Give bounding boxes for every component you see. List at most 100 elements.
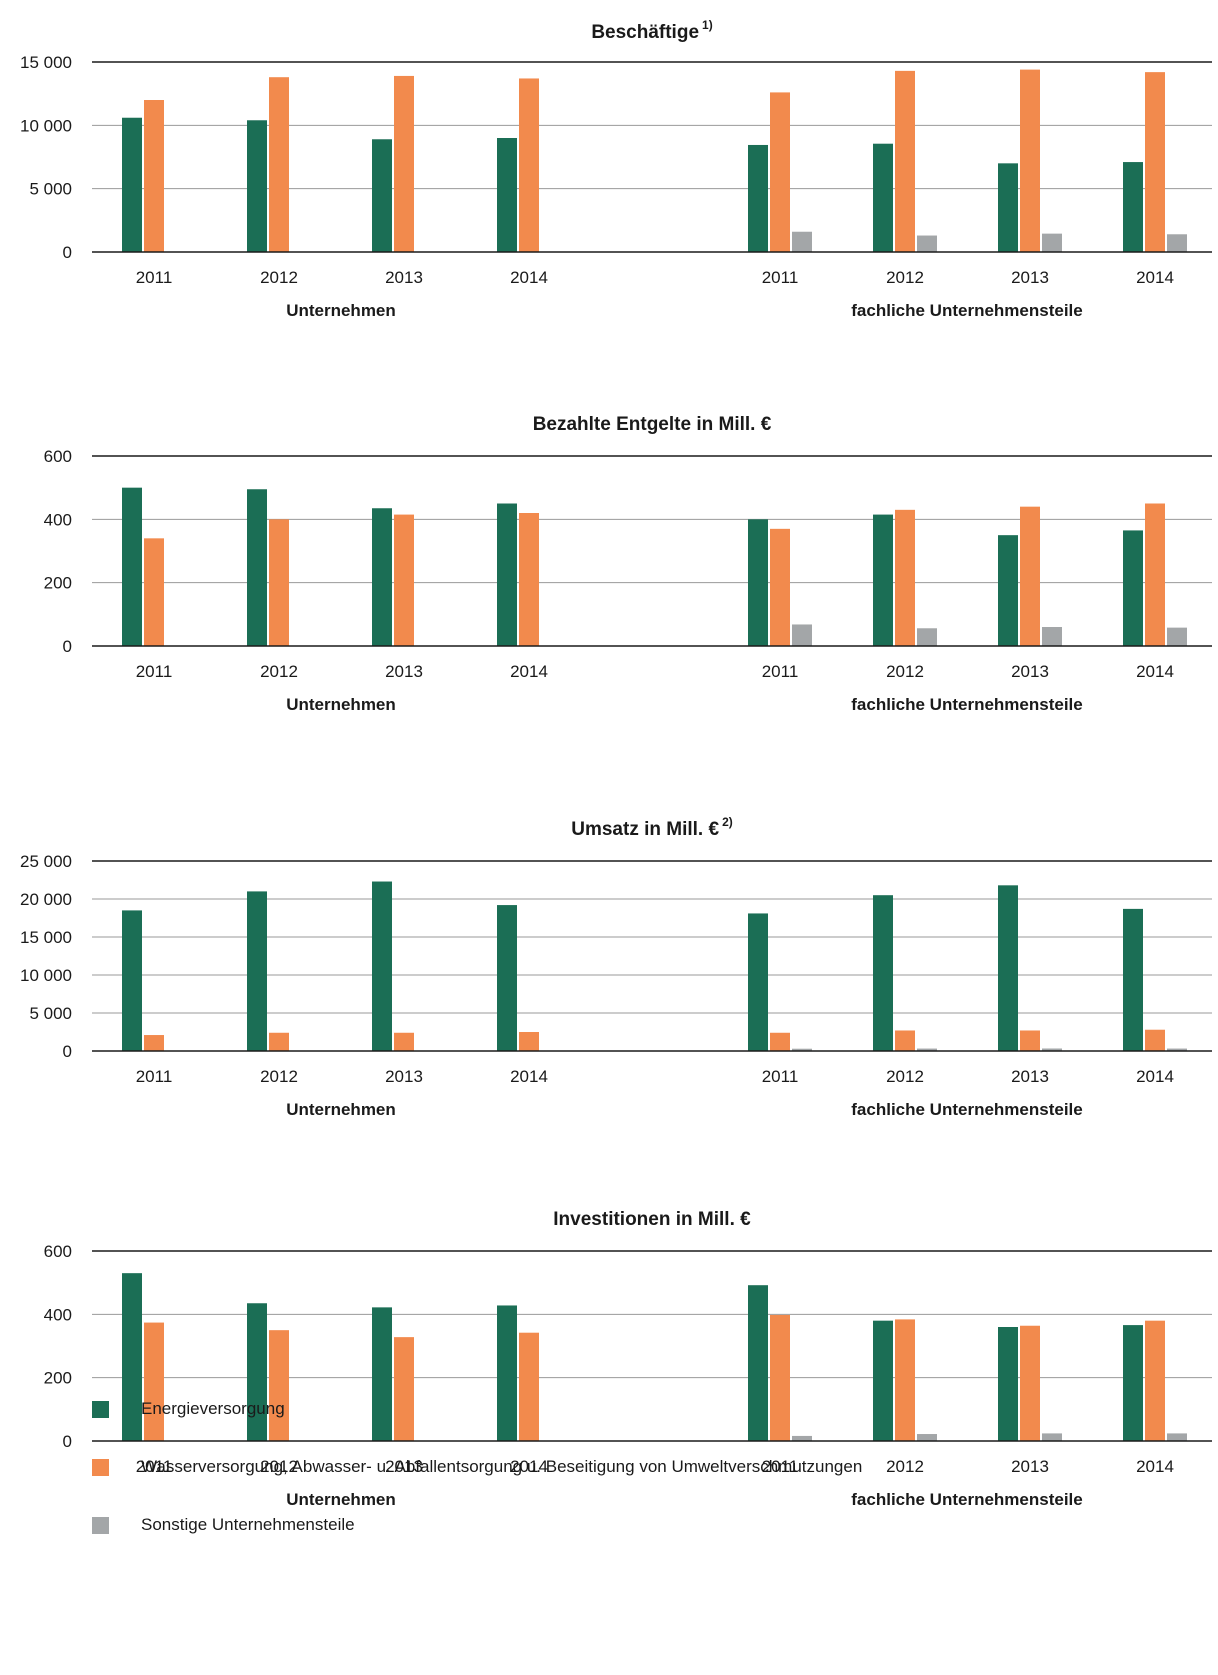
bar-wasser: [394, 1337, 414, 1441]
bar-wasser: [144, 1322, 164, 1441]
x-tick-label: 2012: [260, 1067, 298, 1086]
x-tick-label: 2011: [136, 1457, 173, 1476]
bar-energie: [998, 1327, 1018, 1441]
bar-wasser: [1145, 1029, 1165, 1051]
x-tick-label: 2014: [510, 268, 548, 287]
x-tick-label: 2011: [762, 662, 799, 681]
bar-wasser: [519, 1332, 539, 1441]
y-tick-label: 5 000: [29, 1004, 72, 1023]
x-tick-label: 2014: [510, 662, 548, 681]
bar-energie: [247, 489, 267, 646]
bar-wasser: [394, 1032, 414, 1051]
x-tick-label: 2013: [1011, 662, 1049, 681]
y-tick-label: 25 000: [20, 852, 72, 871]
bar-wasser: [770, 1314, 790, 1441]
x-tick-label: 2014: [1136, 1457, 1174, 1476]
bar-sonstige: [1042, 1433, 1062, 1441]
bar-energie: [247, 120, 267, 253]
bar-sonstige: [792, 1435, 812, 1441]
bar-wasser: [1145, 503, 1165, 646]
bar-sonstige: [917, 1434, 937, 1441]
y-tick-label: 15 000: [20, 928, 72, 947]
x-tick-label: 2014: [510, 1067, 548, 1086]
x-tick-label: 2012: [260, 662, 298, 681]
group-label: fachliche Unternehmensteile: [851, 301, 1082, 320]
legend-item-energieversorgung: Energieversorgung: [92, 1395, 1192, 1423]
bar-wasser: [1020, 1325, 1040, 1441]
bar-energie: [1123, 1325, 1143, 1441]
bar-energie: [1123, 530, 1143, 646]
bar-energie: [372, 881, 392, 1051]
y-tick-label: 10 000: [20, 116, 72, 135]
bar-wasser: [895, 70, 915, 252]
bar-sonstige: [792, 1048, 812, 1051]
x-tick-label: 2014: [510, 1457, 548, 1476]
bar-energie: [372, 139, 392, 252]
bar-energie: [122, 1273, 142, 1441]
x-tick-label: 2013: [385, 662, 423, 681]
bar-energie: [748, 144, 768, 252]
group-label: Unternehmen: [286, 1490, 396, 1509]
y-tick-label: 400: [44, 1305, 72, 1324]
x-tick-label: 2013: [385, 1457, 423, 1476]
bar-wasser: [394, 514, 414, 646]
x-tick-label: 2014: [1136, 268, 1174, 287]
y-tick-label: 0: [63, 1042, 72, 1061]
bar-energie: [873, 143, 893, 252]
legend-label-energieversorgung: Energieversorgung: [141, 1399, 285, 1418]
x-tick-label: 2013: [1011, 1457, 1049, 1476]
bar-sonstige: [1167, 234, 1187, 252]
y-tick-label: 15 000: [20, 53, 72, 72]
y-tick-label: 0: [63, 637, 72, 656]
legend-item-wasserversorgung: Wasserversorgung, Abwasser- u. Abfallent…: [92, 1453, 1192, 1481]
y-tick-label: 600: [44, 1242, 72, 1261]
x-tick-label: 2012: [260, 1457, 298, 1476]
bar-wasser: [144, 538, 164, 646]
x-tick-label: 2012: [886, 1457, 924, 1476]
bar-wasser: [770, 1032, 790, 1051]
x-tick-label: 2011: [762, 1457, 799, 1476]
legend-swatch-sonstige: [92, 1516, 109, 1534]
group-label: fachliche Unternehmensteile: [851, 1490, 1082, 1509]
group-label: Unternehmen: [286, 695, 396, 714]
x-tick-label: 2013: [1011, 1067, 1049, 1086]
bar-wasser: [1145, 1320, 1165, 1441]
bar-wasser: [1020, 1030, 1040, 1051]
legend-swatch-energieversorgung: [92, 1400, 109, 1418]
bar-energie: [998, 535, 1018, 646]
x-tick-label: 2014: [1136, 662, 1174, 681]
bar-sonstige: [1042, 1048, 1062, 1051]
bar-energie: [873, 1320, 893, 1441]
y-tick-label: 5 000: [29, 180, 72, 199]
bar-wasser: [269, 1330, 289, 1441]
bar-energie: [998, 885, 1018, 1051]
chart-title: Umsatz in Mill. €2): [571, 815, 732, 840]
y-tick-label: 200: [44, 1369, 72, 1388]
bar-wasser: [269, 1032, 289, 1051]
bar-sonstige: [1167, 1433, 1187, 1441]
y-tick-label: 400: [44, 510, 72, 529]
bar-energie: [748, 519, 768, 646]
bar-wasser: [895, 1030, 915, 1051]
bar-sonstige: [1042, 627, 1062, 646]
chart-title: Beschäftige 1): [591, 18, 712, 43]
bar-wasser: [519, 1032, 539, 1051]
legend-label-sonstige: Sonstige Unternehmensteile: [141, 1515, 355, 1534]
bar-sonstige: [917, 1048, 937, 1051]
bar-energie: [497, 1305, 517, 1441]
y-tick-label: 0: [63, 1432, 72, 1451]
legend: Energieversorgung Wasserversorgung, Abwa…: [92, 1395, 1192, 1539]
bar-sonstige: [917, 628, 937, 646]
bar-energie: [873, 895, 893, 1051]
x-tick-label: 2013: [1011, 268, 1049, 287]
x-tick-label: 2011: [762, 268, 799, 287]
bar-energie: [497, 503, 517, 646]
bar-wasser: [144, 100, 164, 252]
bar-energie: [748, 913, 768, 1051]
bar-energie: [122, 117, 142, 252]
x-tick-label: 2012: [886, 1067, 924, 1086]
legend-item-sonstige: Sonstige Unternehmensteile: [92, 1511, 1192, 1539]
group-label: Unternehmen: [286, 1100, 396, 1119]
legend-swatch-wasserversorgung: [92, 1458, 109, 1476]
bar-energie: [247, 891, 267, 1051]
